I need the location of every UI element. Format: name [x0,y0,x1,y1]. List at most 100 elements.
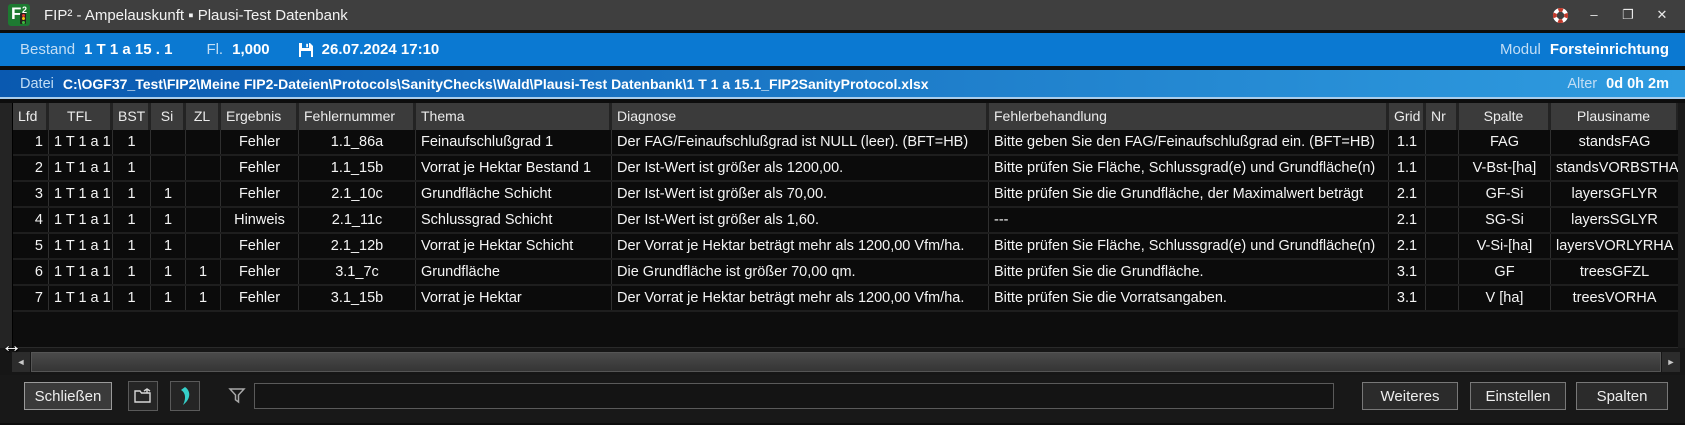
cell-si: 1 [151,182,186,206]
teal-swoosh-icon [181,387,190,405]
grid-right-edge [1678,103,1685,348]
scroll-right-arrow[interactable]: ► [1662,351,1680,372]
cell-bst: 1 [113,130,151,154]
cell-zl [186,234,221,258]
cell-fehlernummer: 1.1_86a [299,130,416,154]
cell-thema: Vorrat je Hektar Bestand 1 [416,156,612,180]
cell-plausiname: standsFAG [1551,130,1679,154]
cell-fehlerbehandlung: Bitte prüfen Sie Fläche, Schlussgrad(e) … [989,156,1389,180]
cell-fehlernummer: 2.1_11c [299,208,416,232]
cell-grid: 3.1 [1389,286,1426,310]
filter-input[interactable] [254,383,1334,409]
fl-value: 1,000 [232,41,270,58]
close-window-button[interactable]: ✕ [1656,7,1668,22]
cell-fehlerbehandlung: Bitte prüfen Sie die Grundfläche, der Ma… [989,182,1389,206]
column-header-zl[interactable]: ZL [186,103,221,130]
modul-label: Modul [1499,41,1541,58]
cell-spalte: V-Bst-[ha] [1459,156,1551,180]
cell-si [151,156,186,180]
cell-zl [186,156,221,180]
cell-spalte: GF-Si [1459,182,1551,206]
cell-plausiname: layersSGLYR [1551,208,1679,232]
cell-fehlernummer: 3.1_15b [299,286,416,310]
cell-tfl: 1 T 1 a 1 [49,260,113,284]
maximize-button[interactable]: ❐ [1622,7,1634,22]
column-header-diagnose[interactable]: Diagnose [612,103,989,130]
cell-plausiname: treesGFZL [1551,260,1679,284]
cell-thema: Grundfläche Schicht [416,182,612,206]
grid-header: Lfd TFL BST Si ZL Ergebnis Fehlernummer Thema Di… [13,103,1679,130]
cell-tfl: 1 T 1 a 1 [49,156,113,180]
open-folder-button[interactable] [128,381,158,411]
cell-si: 1 [151,234,186,258]
bestand-label: Bestand [20,41,76,58]
file-path: C:\OGF37_Test\FIP2\Meine FIP2-Dateien\Pr… [62,75,929,92]
column-header-ergebnis[interactable]: Ergebnis [221,103,299,130]
saved-datetime: 26.07.2024 17:10 [321,41,440,58]
column-header-tfl[interactable]: TFL [49,103,113,130]
cell-lfd: 2 [13,156,49,180]
cell-lfd: 3 [13,182,49,206]
column-header-plausiname[interactable]: Plausiname [1551,103,1679,130]
cell-fehlerbehandlung: Bitte prüfen Sie die Grundfläche. [989,260,1389,284]
fl-label: Fl. [206,41,224,58]
cell-thema: Schlussgrad Schicht [416,208,612,232]
weiteres-button[interactable]: Weiteres [1362,382,1458,410]
column-header-spalte[interactable]: Spalte [1459,103,1551,130]
spalten-button[interactable]: Spalten [1576,382,1668,410]
filter-funnel-icon [228,388,246,404]
scrollbar-thumb[interactable] [31,351,1661,372]
cell-zl [186,130,221,154]
column-header-grid[interactable]: Grid [1389,103,1426,130]
column-header-lfd[interactable]: Lfd [13,103,49,130]
cell-nr [1426,182,1459,206]
cell-nr [1426,208,1459,232]
column-header-bst[interactable]: BST [113,103,151,130]
help-lifebuoy-icon[interactable] [1552,7,1569,24]
cell-tfl: 1 T 1 a 1 [49,286,113,310]
fip-tool-button[interactable] [170,381,200,411]
cell-spalte: GF [1459,260,1551,284]
cell-thema: Vorrat je Hektar [416,286,612,310]
cell-fehlerbehandlung: Bitte prüfen Sie die Vorratsangaben. [989,286,1389,310]
cell-grid: 1.1 [1389,156,1426,180]
cell-diagnose: Der Ist-Wert ist größer als 1200,00. [612,156,989,180]
column-header-fehlerbehandlung[interactable]: Fehlerbehandlung [989,103,1389,130]
column-header-nr[interactable]: Nr [1426,103,1459,130]
data-grid: Lfd TFL BST Si ZL Ergebnis Fehlernummer Thema Di… [0,103,1685,348]
cell-tfl: 1 T 1 a 1 [49,182,113,206]
scroll-left-arrow[interactable]: ◄ [12,351,30,372]
resize-cursor-icon: ↔ [1,334,22,357]
traffic-light-icon [20,13,26,24]
datei-label: Datei [20,75,54,92]
cell-fehlernummer: 2.1_12b [299,234,416,258]
minimize-button[interactable]: – [1590,7,1598,22]
cell-thema: Feinaufschlußgrad 1 [416,130,612,154]
logo-letter: F [11,4,22,23]
cell-diagnose: Der Vorrat je Hektar beträgt mehr als 12… [612,286,989,310]
cell-plausiname: layersGFLYR [1551,182,1679,206]
einstellen-button[interactable]: Einstellen [1470,382,1566,410]
cell-diagnose: Der FAG/Feinaufschlußgrad ist NULL (leer… [612,130,989,154]
title-bar: F 2 FIP² - Ampelauskunft ▪ Plausi-Test D… [0,0,1685,30]
cell-lfd: 6 [13,260,49,284]
cell-bst: 1 [113,286,151,310]
column-header-si[interactable]: Si [151,103,186,130]
cell-tfl: 1 T 1 a 1 [49,130,113,154]
close-button[interactable]: Schließen [24,382,112,410]
grid-empty-area [13,312,1678,348]
cell-plausiname: standsVORBSTHA [1551,156,1679,180]
column-header-fehlernummer[interactable]: Fehlernummer [299,103,416,130]
column-header-thema[interactable]: Thema [416,103,612,130]
cell-bst: 1 [113,260,151,284]
cell-zl: 1 [186,260,221,284]
horizontal-scrollbar[interactable]: ◄ ► [0,348,1685,375]
